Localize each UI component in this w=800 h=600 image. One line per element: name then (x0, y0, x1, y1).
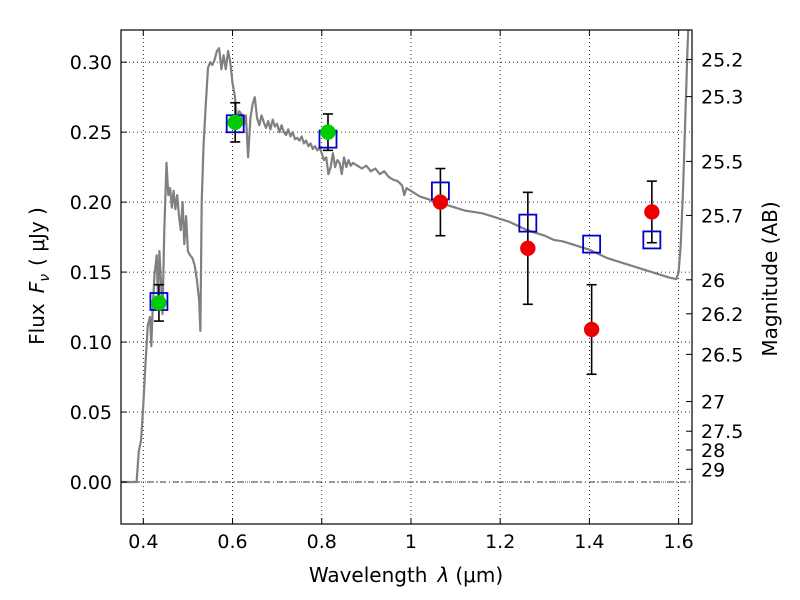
y-axis-unit: ( μJy ) (25, 207, 49, 266)
filled-circle-marker (432, 194, 449, 210)
y-axis-label: Flux (25, 303, 49, 345)
magnitude-tick-label: 25.5 (701, 151, 743, 173)
y-tick-label: 0.20 (70, 192, 112, 214)
x-axis-label: Wavelength (309, 563, 428, 587)
filled-circle-marker (644, 204, 660, 220)
magnitude-tick-label: 27 (701, 392, 725, 414)
magnitude-tick-label: 25.2 (701, 50, 743, 72)
y-tick-label: 0.30 (70, 52, 112, 74)
x-axis-symbol: λ (437, 563, 450, 587)
y-tick-label: 0.00 (70, 472, 112, 494)
magnitude-tick-label: 26.2 (701, 304, 743, 326)
y-axis-symbol-subscript: ν (37, 274, 53, 282)
model-spectrum-line (121, 30, 690, 484)
x-axis-title: Wavelength λ (μm) (309, 563, 503, 587)
data-markers (149, 114, 662, 338)
magnitude-tick-label: 28 (701, 440, 725, 462)
y-tick-label: 0.10 (70, 332, 112, 354)
magnitude-tick-label: 26.5 (701, 344, 743, 366)
open-square-marker (642, 230, 662, 250)
magnitude-tick-label: 26 (701, 270, 725, 292)
magnitude-tick-label: 25.3 (701, 87, 743, 109)
y-axis-title: Flux Fν ( μJy ) (25, 207, 53, 345)
y-axis-symbol: F (25, 281, 49, 293)
filled-circle-marker (520, 240, 536, 257)
y-tick-label: 0.05 (70, 402, 112, 424)
x-tick-label: 0.8 (307, 531, 337, 553)
x-tick-label: 0.4 (128, 531, 158, 553)
error-bars (153, 101, 657, 376)
x-tick-label: 0.6 (217, 531, 247, 553)
open-square-marker (518, 213, 538, 233)
x-tick-label: 1.2 (485, 531, 515, 553)
y-tick-label: 0.25 (70, 122, 112, 144)
y-tick-label: 0.15 (70, 262, 112, 284)
magnitude-tick-label: 29 (701, 459, 725, 481)
x-axis-unit: (μm) (455, 563, 503, 587)
filled-circle-marker (320, 124, 336, 140)
x-tick-label: 1.4 (574, 531, 604, 553)
magnitude-tick-label: 27.5 (701, 421, 743, 443)
x-tick-labels: 0.4 0.6 0.8 1 1.2 1.4 1.6 (128, 531, 694, 553)
x-tick-label: 1 (405, 531, 417, 553)
plot-frame (120, 29, 693, 525)
magnitude-axis-title: Magnitude (AB) (758, 201, 782, 356)
magnitude-tick-label: 25.7 (701, 205, 743, 227)
filled-circle-marker (583, 321, 600, 338)
y-tick-labels: 0.00 0.05 0.10 0.15 0.20 0.25 0.30 (70, 52, 112, 494)
x-tick-label: 1.6 (664, 531, 694, 553)
open-square-marker (582, 234, 602, 254)
axis-ticks (121, 30, 692, 524)
filled-circle-marker (151, 295, 167, 311)
filled-circle-marker (227, 114, 243, 131)
